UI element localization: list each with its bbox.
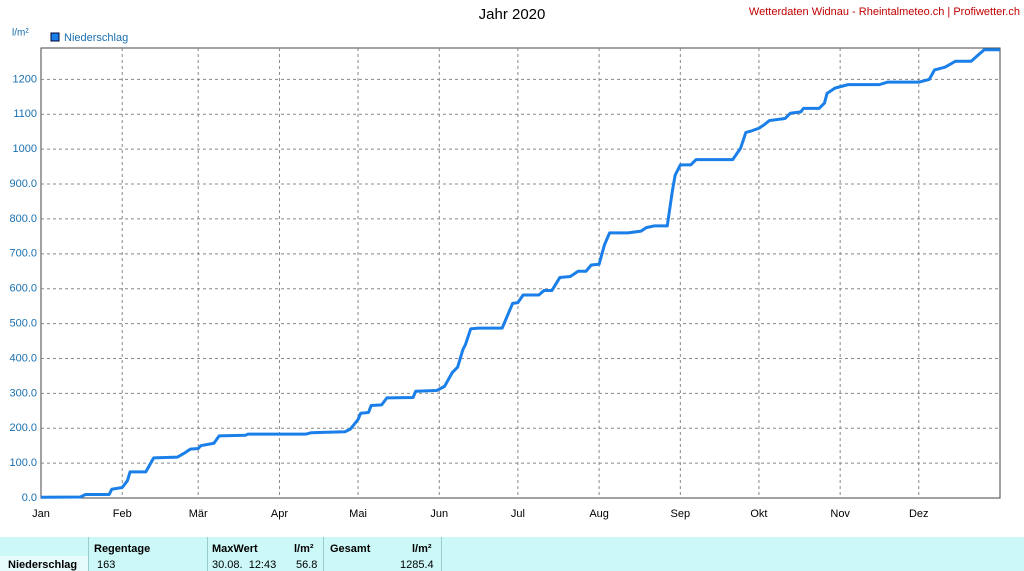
y-tick-label: 1000 <box>13 143 37 155</box>
header: MaxWert <box>212 543 258 555</box>
y-tick-label: 100.0 <box>9 457 37 469</box>
source: Wetterdaten Widnau - Rheintalmeteo.ch | … <box>749 6 1020 18</box>
x-tick-label: Aug <box>589 508 609 520</box>
y-tick-label: 200.0 <box>9 422 37 434</box>
row-label: Niederschlag <box>8 559 78 571</box>
row-bg <box>0 556 88 571</box>
y-axis-label: l/m² <box>12 28 29 39</box>
separator <box>88 537 89 571</box>
plot-frame <box>40 47 1001 499</box>
cell: 56.8 <box>296 559 318 571</box>
x-tick-label: Okt <box>750 508 767 520</box>
data-line <box>40 48 1000 499</box>
cell: 163 <box>97 559 116 571</box>
footer-table: Regentage MaxWert l/m² Gesamt l/m² Niede… <box>0 537 1024 571</box>
x-tick-label: Dez <box>909 508 929 520</box>
x-tick-label: Nov <box>830 508 850 520</box>
y-tick-label: 900.0 <box>9 178 37 190</box>
header: l/m² <box>412 543 432 555</box>
x-tick-label: Jan <box>32 508 50 520</box>
y-tick-label: 300.0 <box>9 387 37 399</box>
y-tick-label: 0.0 <box>22 492 37 504</box>
y-tick-label: 400.0 <box>9 352 37 364</box>
x-tick-label: Jul <box>511 508 525 520</box>
y-tick-label: 800.0 <box>9 213 37 225</box>
separator <box>207 537 208 571</box>
x-tick-label: Jun <box>430 508 448 520</box>
x-tick-label: Mai <box>349 508 367 520</box>
x-tick-label: Feb <box>113 508 132 520</box>
y-tick-label: 500.0 <box>9 317 37 329</box>
y-tick-label: 1100 <box>13 108 37 120</box>
x-tick-label: Apr <box>271 508 288 520</box>
header: l/m² <box>294 543 314 555</box>
y-tick-label: 600.0 <box>9 283 37 295</box>
chart-title: Jahr 2020 <box>479 6 546 23</box>
cell: 30.08. 12:43 <box>212 559 277 571</box>
legend-swatch <box>50 32 60 42</box>
chart: Jahr 2020 Wetterdaten Widnau - Rheintalm… <box>9 6 1020 520</box>
y-tick-label: 700.0 <box>9 248 37 260</box>
legend-label: Niederschlag <box>64 32 128 44</box>
header: Gesamt <box>330 543 371 555</box>
cell: 1285.4 <box>400 559 434 571</box>
y-tick-label: 1200 <box>13 73 37 85</box>
separator <box>441 537 442 571</box>
x-tick-label: Mär <box>189 508 208 520</box>
header: Regentage <box>94 543 151 555</box>
x-tick-label: Sep <box>671 508 691 520</box>
separator <box>323 537 324 571</box>
